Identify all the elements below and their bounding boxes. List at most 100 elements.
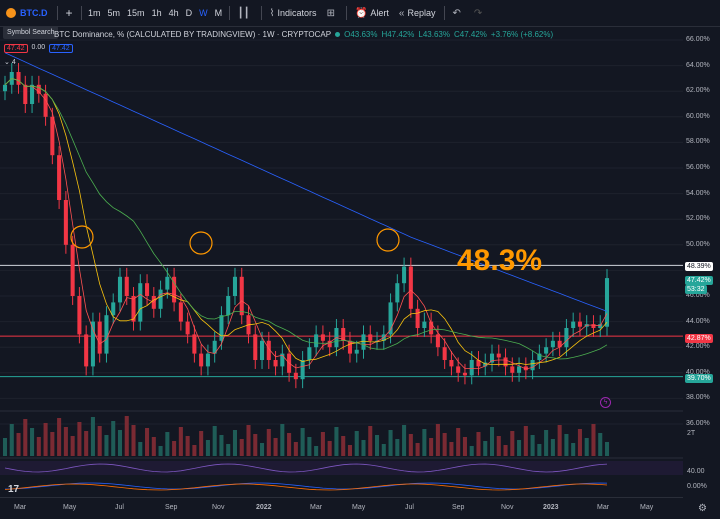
x-tick-label: Nov: [501, 504, 514, 511]
chart-legend: BTC Dominance, % (CALCULATED BY TRADINGV…: [4, 30, 553, 39]
candle-body: [489, 353, 495, 363]
volume-bar: [483, 441, 488, 456]
volume-bar: [16, 433, 21, 456]
volume-bar: [97, 426, 102, 456]
candle-body: [172, 276, 177, 303]
volume-bar: [402, 425, 407, 456]
undo-button[interactable]: ↶: [448, 0, 469, 27]
x-tick-label: Jul: [405, 504, 414, 511]
add-icon: +: [65, 6, 73, 20]
x-tick-label: 2022: [256, 504, 272, 511]
signal-line: [4, 483, 608, 491]
candle-body: [16, 72, 21, 85]
volume-bar: [172, 441, 177, 456]
x-tick-label: Sep: [165, 504, 178, 511]
replay-button[interactable]: « Replay: [394, 0, 441, 27]
candle-body: [604, 278, 610, 327]
alert-button[interactable]: ⏰ Alert: [350, 0, 394, 27]
indicator-count: 4: [11, 59, 16, 66]
volume-bar: [388, 430, 393, 456]
timeframe-4h[interactable]: 4h: [168, 8, 179, 18]
candle-body: [564, 328, 569, 348]
timeframe-M[interactable]: M: [214, 8, 223, 18]
legend-open: O43.63%: [344, 30, 378, 39]
candle-body: [347, 340, 352, 354]
y-tick-label: 66.00%: [686, 36, 710, 43]
chart-type-button[interactable]: ┃┃: [233, 0, 258, 27]
candle-body: [571, 321, 576, 328]
volume-bar: [63, 427, 68, 456]
x-tick-label: May: [352, 504, 366, 511]
x-tick-label: Nov: [212, 504, 225, 511]
symbol-selector[interactable]: BTC.D: [0, 0, 54, 27]
timeframe-D[interactable]: D: [185, 8, 193, 18]
indicators-button[interactable]: ⌇ Indicators: [265, 0, 322, 27]
candle-body: [90, 321, 95, 367]
indicator-toggle[interactable]: ⌄ 4: [4, 58, 16, 66]
volume-bar: [496, 436, 501, 456]
tradingview-logo-icon: 17: [8, 484, 20, 495]
candle-body: [253, 334, 258, 360]
y-tick-label: 52.00%: [686, 215, 710, 223]
timeframe-W[interactable]: W: [199, 8, 208, 18]
timeframe-5m[interactable]: 5m: [107, 8, 121, 18]
candle-body: [550, 340, 555, 348]
indicators-icon: ⌇: [269, 7, 275, 19]
spread-value: 0.00: [31, 44, 46, 51]
candle-body: [212, 340, 217, 354]
volume-bar: [185, 436, 190, 456]
candle-body: [97, 321, 102, 354]
volume-bar: [334, 427, 339, 456]
buy-value[interactable]: 47.42: [49, 44, 73, 53]
timeframe-1m[interactable]: 1m: [88, 8, 101, 18]
volume-bar: [564, 434, 569, 456]
candle-body: [158, 289, 163, 309]
volume-bar: [104, 435, 109, 456]
flash-icon[interactable]: ϟ: [600, 397, 611, 408]
redo-button[interactable]: ↷: [469, 0, 490, 27]
compare-add-button[interactable]: +: [61, 0, 78, 27]
red-line-tag: 42.87%: [685, 334, 713, 343]
candle-body: [435, 334, 440, 348]
volume-bar: [557, 425, 562, 456]
volume-bar: [341, 436, 346, 456]
legend-close: C47.42%: [453, 30, 487, 39]
volume-bar: [273, 438, 278, 456]
undo-icon: ↶: [452, 7, 461, 19]
layout-button[interactable]: ⊞: [322, 0, 343, 27]
volume-bar: [489, 427, 495, 456]
volume-bar: [354, 431, 359, 456]
candle-body: [577, 321, 582, 327]
volume-bar: [415, 443, 420, 456]
volume-bar: [165, 432, 170, 456]
volume-bar: [503, 445, 508, 456]
timeframe-1h[interactable]: 1h: [151, 8, 162, 18]
time-axis[interactable]: Mar May Jul Sep Nov 2022 Mar May Jul Sep Nov 2023 Ma…: [0, 497, 683, 519]
price-axis[interactable]: 66.00% 64.00% 62.00% 60.00% 58.00% 56.00% 54.0…: [683, 27, 720, 497]
volume-bar: [260, 443, 265, 456]
candle-body: [232, 276, 238, 296]
volume-bar: [469, 446, 474, 456]
live-dot-icon: [335, 32, 341, 37]
candle-body: [544, 347, 549, 354]
legend-values: 47.42 0.00 47.42: [4, 44, 73, 53]
sell-value[interactable]: 47.42: [4, 44, 28, 53]
price-chart[interactable]: 17: [0, 27, 683, 497]
candle-body: [557, 340, 562, 348]
candle-body: [138, 283, 143, 322]
volume-bar: [314, 446, 319, 456]
divider: [228, 6, 230, 20]
volume-bar: [111, 421, 116, 456]
y-tick-label: 44.00%: [686, 317, 710, 325]
volume-bar: [158, 446, 163, 456]
resistance-price-tag: 48.39%: [685, 262, 713, 271]
settings-gear-icon[interactable]: ⚙: [698, 503, 707, 514]
candle-body: [307, 347, 312, 360]
x-tick-label: Jul: [115, 504, 124, 511]
volume-bar: [577, 429, 582, 456]
redo-icon: ↷: [473, 7, 483, 19]
x-tick-label: May: [63, 504, 77, 511]
timeframe-15m[interactable]: 15m: [127, 8, 145, 18]
candle-body: [219, 315, 224, 341]
candle-body: [320, 334, 325, 341]
